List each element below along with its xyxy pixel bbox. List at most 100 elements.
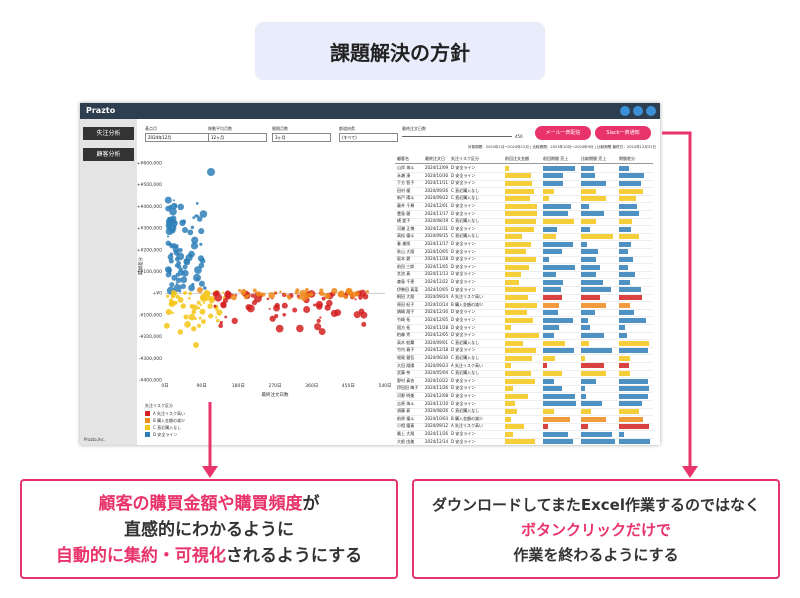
cell-bar <box>505 431 513 437</box>
cell-bar <box>543 287 561 293</box>
filter-select[interactable]: (すべて) <box>339 133 398 142</box>
row-line <box>395 422 653 424</box>
table-cell: D 安全ライン <box>451 225 476 231</box>
filter-select[interactable]: 12ヶ月 <box>208 133 267 142</box>
table-cell: 下方 智子 <box>397 180 415 186</box>
point <box>318 328 326 336</box>
point <box>309 292 314 297</box>
y-tick-label: +¥300,000 <box>137 226 162 232</box>
cell-bar <box>619 333 628 338</box>
point <box>194 266 202 274</box>
table-cell: D 安全ライン <box>451 393 476 398</box>
slider-value: 456 <box>515 134 523 139</box>
point <box>266 297 270 301</box>
column-header: 顧客名 <box>397 156 409 161</box>
table-cell: D 安全ライン <box>451 400 476 406</box>
point <box>188 291 192 296</box>
icon[interactable] <box>620 106 630 116</box>
point <box>199 304 202 307</box>
cell-bar <box>581 257 596 262</box>
cell-bar <box>543 257 549 262</box>
icon[interactable] <box>633 106 643 116</box>
cell-bar <box>581 295 601 300</box>
table-cell: C 直近購入なし <box>451 408 480 414</box>
point <box>188 284 195 292</box>
table: 顧客名 最終注文日 失注リスク区分 前回注文金額 前回期間 売上 比較期間 売上 期間差分山… <box>395 155 657 445</box>
table-cell: 2024/12/30 <box>425 309 449 315</box>
point <box>316 318 321 324</box>
table-cell: D 安全ライン <box>451 210 476 216</box>
point <box>163 322 170 329</box>
cell-bar <box>581 302 607 308</box>
table-cell: 2024/09/23 <box>425 362 449 368</box>
nav-button[interactable]: 顧客分析 <box>83 148 134 161</box>
point <box>182 227 188 233</box>
table-cell: 最上 大翔 <box>397 431 415 436</box>
row-line <box>395 362 653 363</box>
row-line <box>395 415 653 417</box>
cell-bar <box>581 317 589 323</box>
point <box>205 297 209 301</box>
cell-bar <box>619 188 643 194</box>
filter-label: 最終注文日数 <box>402 126 426 131</box>
rule <box>395 163 653 164</box>
table-cell: D 安全ライン <box>451 165 476 170</box>
logo: Prazto <box>86 106 116 115</box>
table-cell: 2024/09/24 <box>425 294 449 300</box>
point <box>165 271 172 278</box>
table-cell: 2024/11/28 <box>425 256 449 262</box>
point <box>224 291 232 299</box>
x-tick-label: 360日 <box>305 383 318 389</box>
point <box>296 324 304 333</box>
column-header: 失注リスク区分 <box>451 156 479 161</box>
table-cell: 原田 紀子 <box>397 301 415 307</box>
cell-bar <box>581 416 607 422</box>
icon[interactable] <box>646 106 656 116</box>
table-cell: 秋山 大翔 <box>397 248 415 254</box>
cell-bar <box>619 439 650 445</box>
filter-select[interactable]: 3ヶ月 <box>272 133 331 142</box>
point <box>170 292 176 299</box>
cell-bar <box>543 219 575 224</box>
point <box>205 290 210 294</box>
cell-bar <box>543 203 572 209</box>
filter-label: 都道府県 <box>339 126 355 131</box>
cell-bar <box>543 302 559 308</box>
cell-bar <box>505 386 513 392</box>
point <box>215 316 218 319</box>
row-line <box>395 232 653 234</box>
point <box>321 296 326 301</box>
row-line <box>395 430 653 432</box>
callout-line: 顧客の購買金額や購買頻度が <box>22 491 396 517</box>
y-axis-label: 期間差分 <box>137 257 144 275</box>
point <box>184 321 191 328</box>
point <box>216 318 220 323</box>
row-line <box>395 172 653 173</box>
callout-line: 自動的に集約・可視化されるようにする <box>22 543 396 569</box>
column-header: 前回期間 売上 <box>543 156 569 161</box>
cell-bar <box>505 249 526 255</box>
nav-button[interactable]: 失注分析 <box>83 127 134 140</box>
table-cell: 芝池 真 <box>397 271 411 277</box>
point <box>337 291 345 298</box>
mail-button[interactable]: メール一斉配信 <box>535 126 591 140</box>
point <box>316 303 323 310</box>
app-header: Prazto <box>80 103 660 119</box>
row-line <box>395 308 653 310</box>
cell-bar <box>619 302 631 308</box>
cell-bar <box>581 386 586 392</box>
table-cell: 高木 航翼 <box>397 339 415 345</box>
cell-bar <box>619 264 628 270</box>
column-header: 前回注文金額 <box>505 156 529 161</box>
y-tick-label: +¥100,000 <box>137 269 162 275</box>
table-cell: 河瀬 正博 <box>397 225 415 231</box>
cell-bar <box>505 173 531 179</box>
row-line <box>395 278 653 280</box>
point <box>269 315 276 322</box>
cell-bar <box>619 401 643 407</box>
slack-button[interactable]: Slack一斉通知 <box>595 126 651 140</box>
point <box>174 256 180 262</box>
cell-bar <box>505 226 535 232</box>
app-window: Prazto 失注分析 顧客分析 Prazto,Inc. メール一斉配信 Sla… <box>80 103 660 445</box>
cell-bar <box>619 257 633 262</box>
